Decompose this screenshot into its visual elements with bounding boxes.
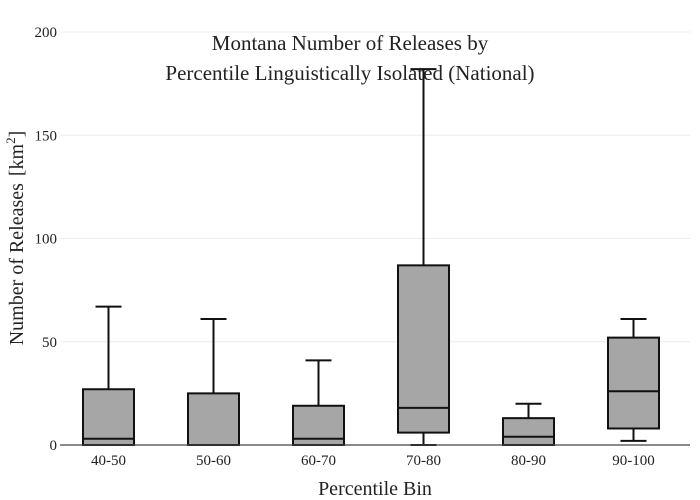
box-70-80 (397, 68, 450, 446)
box-40-50 (82, 305, 135, 446)
axes: 0 50 100 150 200 40-50 50-60 60-70 70-80 80-90 90-… (35, 25, 690, 469)
y-tick-label: 150 (35, 128, 58, 144)
y-axis-unit-close: ] (6, 131, 28, 138)
y-tick-label: 50 (42, 335, 57, 351)
box-body (607, 336, 660, 430)
box-body (502, 417, 555, 446)
chart-title: Montana Number of Releases by (212, 31, 489, 55)
y-axis-unit-superscript: 2 (3, 137, 18, 144)
chart-subtitle: Percentile Linguistically Isolated (Nati… (165, 61, 534, 85)
boxes (82, 68, 660, 447)
x-tick-label: 80-90 (511, 453, 546, 469)
box-50-60 (187, 318, 240, 446)
y-tick-label: 0 (50, 438, 58, 454)
box-60-70 (292, 359, 345, 447)
x-tick-label: 50-60 (196, 453, 231, 469)
x-tick-label: 70-80 (406, 453, 441, 469)
y-axis-unit: [km (6, 143, 28, 176)
x-axis-title: Percentile Bin (318, 478, 432, 500)
y-axis-label: Number of Releases (6, 183, 28, 345)
y-axis-title: Number of Releases [km2] (3, 131, 28, 346)
box-body (397, 264, 450, 434)
y-tick-label: 100 (35, 232, 58, 248)
x-tick-label: 40-50 (91, 453, 126, 469)
x-tick-label: 60-70 (301, 453, 336, 469)
box-80-90 (502, 402, 555, 446)
grid-lines (60, 31, 690, 343)
y-tick-label: 200 (35, 25, 58, 41)
box-body (82, 388, 135, 446)
box-body (187, 392, 240, 446)
box-90-100 (607, 318, 660, 442)
x-tick-label: 90-100 (612, 453, 655, 469)
